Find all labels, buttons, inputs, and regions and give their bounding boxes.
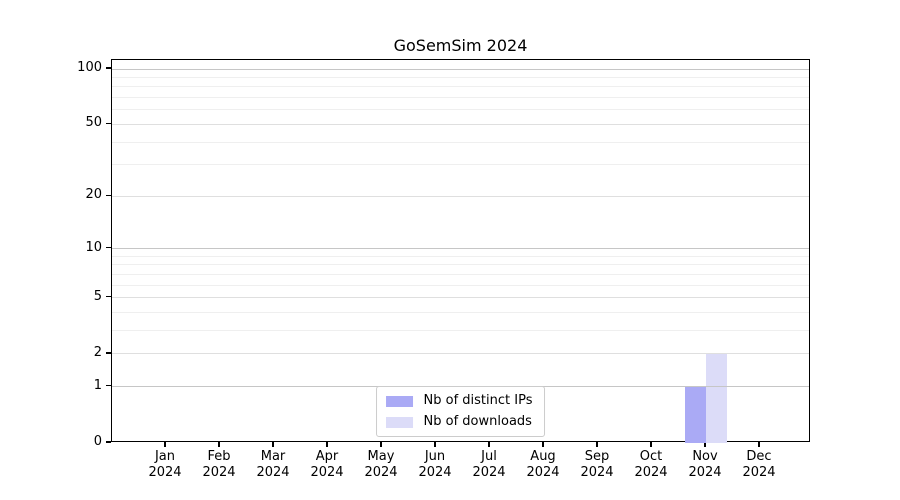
y-tick-1 [106, 385, 111, 387]
legend-item-distinct-ips: Nb of distinct IPs [385, 393, 533, 409]
gridline-8 [112, 264, 809, 266]
x-tick-aug-2024 [542, 442, 544, 447]
legend-item-downloads: Nb of downloads [385, 414, 533, 430]
gridline-50 [112, 123, 809, 125]
chart-title: GoSemSim 2024 [393, 36, 528, 55]
x-tick-jul-2024 [488, 442, 490, 447]
x-tick-may-2024 [380, 442, 382, 447]
gridline-9 [112, 255, 809, 257]
x-tick-dec-2024 [758, 442, 760, 447]
x-label-mar-2024: Mar 2024 [256, 449, 290, 480]
plot-area: Nb of distinct IPs Nb of downloads [111, 59, 810, 443]
x-label-apr-2024: Apr 2024 [310, 449, 344, 480]
y-tick-50 [106, 122, 111, 125]
x-label-dec-2024: Dec 2024 [742, 449, 776, 480]
x-tick-apr-2024 [326, 442, 328, 447]
y-label-100: 100 [77, 60, 102, 75]
legend: Nb of distinct IPs Nb of downloads [375, 386, 546, 437]
x-label-may-2024: May 2024 [364, 449, 398, 480]
gridline-30 [112, 164, 809, 166]
legend-label: Nb of downloads [423, 414, 532, 429]
y-label-0: 0 [93, 434, 102, 449]
gridline-70 [112, 97, 809, 99]
bar-distinct-ips-nov-2024 [685, 386, 706, 443]
gridline-7 [112, 273, 809, 275]
x-label-jan-2024: Jan 2024 [148, 449, 182, 480]
y-tick-5 [106, 296, 111, 298]
y-label-1: 1 [93, 377, 102, 393]
gridline-40 [112, 141, 809, 143]
gridline-10 [112, 248, 809, 250]
y-tick-2 [106, 352, 111, 354]
legend-swatch-distinct-ips [385, 395, 413, 407]
x-tick-jun-2024 [434, 442, 436, 447]
legend-swatch-downloads [385, 416, 413, 428]
x-tick-mar-2024 [272, 442, 274, 447]
x-label-oct-2024: Oct 2024 [634, 449, 668, 480]
gridline-60 [112, 109, 809, 111]
gridline-90 [112, 76, 809, 78]
gridline-20 [112, 195, 809, 197]
x-tick-oct-2024 [650, 442, 652, 447]
y-label-10: 10 [85, 239, 102, 255]
gridline-2 [112, 353, 809, 355]
y-tick-20 [106, 194, 111, 196]
gridline-4 [112, 312, 809, 314]
legend-label: Nb of distinct IPs [423, 393, 533, 408]
x-tick-nov-2024 [704, 442, 706, 447]
x-label-aug-2024: Aug 2024 [526, 449, 560, 480]
x-label-nov-2024: Nov 2024 [688, 449, 722, 480]
x-tick-jan-2024 [164, 442, 166, 447]
gridline-80 [112, 86, 809, 88]
gridline-3 [112, 330, 809, 332]
x-tick-sep-2024 [596, 442, 598, 447]
x-label-jun-2024: Jun 2024 [418, 449, 452, 480]
x-tick-feb-2024 [218, 442, 220, 447]
y-label-5: 5 [93, 288, 102, 304]
x-label-feb-2024: Feb 2024 [202, 449, 236, 480]
y-tick-0 [106, 441, 111, 443]
x-label-sep-2024: Sep 2024 [580, 449, 614, 480]
bar-downloads-nov-2024 [706, 353, 727, 443]
y-label-50: 50 [85, 115, 102, 131]
x-label-jul-2024: Jul 2024 [472, 449, 506, 480]
y-label-2: 2 [93, 344, 102, 360]
y-tick-10 [106, 247, 111, 249]
y-label-20: 20 [85, 187, 102, 203]
gridline-5 [112, 297, 809, 299]
y-tick-100 [106, 67, 111, 69]
gridline-6 [112, 284, 809, 286]
gridline-100 [112, 68, 809, 70]
